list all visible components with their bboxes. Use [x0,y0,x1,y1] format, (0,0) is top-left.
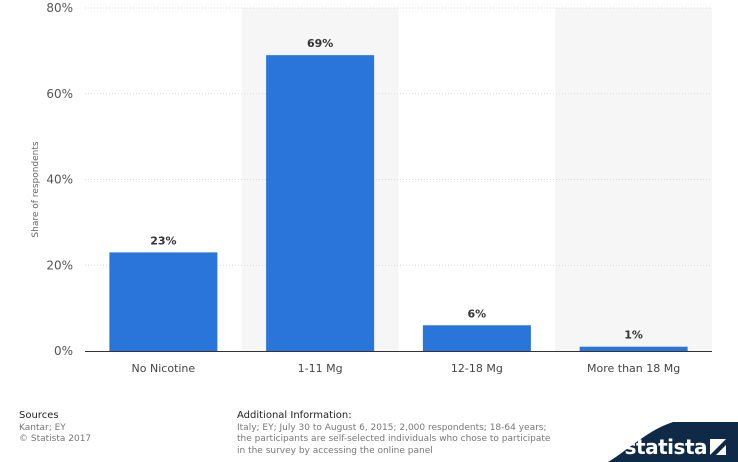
y-tick-label: 20% [46,258,73,272]
y-tick-label: 80% [46,1,73,15]
sources-block: Sources Kantar; EY © Statista 2017 [19,410,91,446]
value-label: 1% [624,329,643,342]
sources-title: Sources [19,410,59,421]
statista-logo[interactable]: statista [568,422,738,462]
bar [109,252,218,351]
labels: 0% 20% 40% 60% 80% Share of respondents 23% No … [31,1,680,375]
y-tick-label: 40% [46,173,73,187]
y-tick-label: 0% [54,344,73,358]
bar [422,325,531,351]
bar-chart: 0% 20% 40% 60% 80% Share of respondents 23% No … [31,1,712,375]
value-label: 23% [150,234,176,247]
value-label: 6% [468,307,487,320]
x-category-label: More than 18 Mg [587,362,680,375]
grid-lines [85,7,712,352]
logo-background [608,422,738,462]
copyright-line: © Statista 2017 [19,434,92,444]
additional-info-block: Additional Information: Italy; EY; July … [237,410,557,457]
y-axis-title: Share of respondents [31,141,41,238]
additional-info-text: Italy; EY; July 30 to August 6, 2015; 2,… [237,422,551,456]
x-category-label: 1-11 Mg [298,362,343,375]
value-label: 69% [307,37,333,50]
bars [109,55,688,351]
x-category-label: No Nicotine [132,362,196,375]
logo-mark-icon [710,439,726,455]
additional-info-title: Additional Information: [237,410,352,421]
logo-text: statista [624,435,708,459]
x-category-label: 12-18 Mg [451,362,503,375]
bar [266,55,375,351]
bar [579,346,688,351]
sources-line: Kantar; EY [19,422,66,433]
y-tick-label: 60% [46,87,73,101]
